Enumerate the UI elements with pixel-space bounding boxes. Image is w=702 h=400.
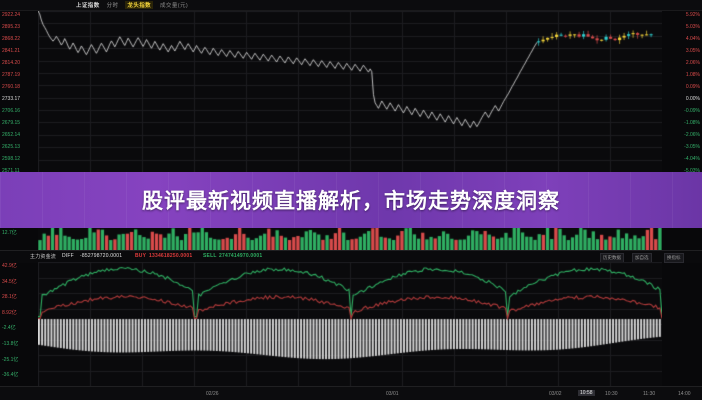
volume-axis-label: 12.7亿: [2, 230, 17, 236]
percent-axis-label: -1.08%: [684, 120, 700, 126]
price-axis-label: 2787.19: [2, 72, 21, 78]
indicator-label: 主力资金流: [30, 254, 57, 260]
time-axis-label: 03/01: [386, 391, 399, 397]
price-axis-label: 2733.17: [2, 96, 21, 102]
fund-flow-axis-label: 34.5亿: [2, 278, 17, 285]
percent-axis-label: 3.05%: [685, 48, 700, 54]
fund-flow-axis-label: 28.1亿: [2, 294, 17, 301]
add-watchlist-button[interactable]: 加自选: [632, 252, 652, 263]
banner-stripes: [0, 172, 702, 228]
buy-label: BUY: [135, 253, 147, 259]
toolbar-item-minute[interactable]: 分时: [106, 3, 119, 9]
banner-title: 股评最新视频直播解析，市场走势深度洞察: [142, 189, 560, 213]
price-axis-label: 2868.22: [2, 36, 21, 42]
promo-banner[interactable]: 股评最新视频直播解析，市场走势深度洞察: [0, 172, 702, 228]
time-axis-label: 11:30: [643, 391, 656, 397]
time-axis-label: 10:30: [605, 391, 618, 397]
price-axis-label: 2652.14: [2, 132, 21, 138]
percent-axis-label: 1.08%: [685, 72, 700, 78]
toolbar-item-volume[interactable]: 成交量(元): [160, 3, 189, 9]
price-chart-panel[interactable]: [38, 11, 662, 172]
price-axis-label: 2814.20: [2, 60, 21, 66]
time-axis-label: 10:58: [578, 390, 595, 396]
toolbar-item-active[interactable]: 龙头指数: [125, 1, 154, 9]
sell-value: 2747414970.0001: [219, 253, 263, 259]
price-axis-label: 2598.12: [2, 156, 21, 162]
time-axis: 02/26 03/01 03/02 10:58 10:30 11:30 14:00: [0, 386, 702, 400]
switch-indicator-button[interactable]: 换指标: [664, 252, 684, 263]
fund-flow-chart-panel[interactable]: [38, 262, 662, 386]
percent-axis-label: -5.03%: [684, 168, 700, 174]
price-axis-label: 2679.15: [2, 120, 21, 126]
sell-label: SELL: [203, 253, 217, 259]
buy-value: 1334618250.0001: [149, 253, 193, 259]
price-axis-label: 2895.23: [2, 24, 21, 30]
time-axis-label: 14:00: [678, 391, 691, 397]
percent-axis-label: 5.03%: [685, 24, 700, 30]
percent-axis-label: -0.09%: [684, 108, 700, 114]
percent-axis-label: 0.00%: [685, 96, 700, 102]
percent-axis-label: -4.04%: [684, 156, 700, 162]
percent-axis-label: 4.04%: [685, 36, 700, 42]
fund-flow-axis-label: -36.4亿: [2, 372, 19, 379]
fund-flow-axis-label: -25.1亿: [2, 356, 19, 363]
price-axis-label: 2841.21: [2, 48, 21, 54]
history-data-button[interactable]: 历史数据: [600, 252, 624, 263]
percent-axis-label: 2.06%: [685, 60, 700, 66]
price-line-canvas: [38, 11, 662, 172]
price-axis-label: 2571.11: [2, 168, 20, 174]
fund-flow-axis-label: 42.9亿: [2, 263, 17, 269]
fund-flow-axis-label: -2.4亿: [2, 325, 16, 332]
price-axis-label: 2760.18: [2, 84, 21, 90]
price-axis-label: 2706.16: [2, 108, 21, 114]
percent-axis-label: 0.09%: [685, 84, 700, 90]
fund-flow-header: 主力资金流 DIFF -852798720.0001 BUY 133461825…: [0, 250, 702, 263]
price-axis-label: 2625.13: [2, 144, 21, 150]
toolbar-item-index[interactable]: 上证指数: [76, 3, 100, 9]
fund-flow-axis-label: 8.92亿: [2, 309, 17, 316]
fund-flow-canvas: [38, 262, 662, 386]
time-axis-label: 03/02: [549, 391, 562, 397]
fund-flow-axis-label: -13.8亿: [2, 341, 19, 347]
top-toolbar: 上证指数 分时 龙头指数 成交量(元): [0, 0, 702, 11]
price-axis-label: 2922.24: [2, 12, 21, 18]
percent-axis-label: -2.06%: [684, 132, 700, 138]
volume-bars-canvas: [38, 228, 662, 250]
percent-axis-label: 5.92%: [685, 12, 700, 18]
time-axis-label: 02/26: [206, 391, 219, 397]
percent-axis-label: -3.05%: [684, 144, 700, 150]
diff-value: -852798720.0001: [80, 253, 123, 259]
volume-chart-panel[interactable]: [38, 228, 662, 250]
diff-label: DIFF: [62, 253, 74, 259]
